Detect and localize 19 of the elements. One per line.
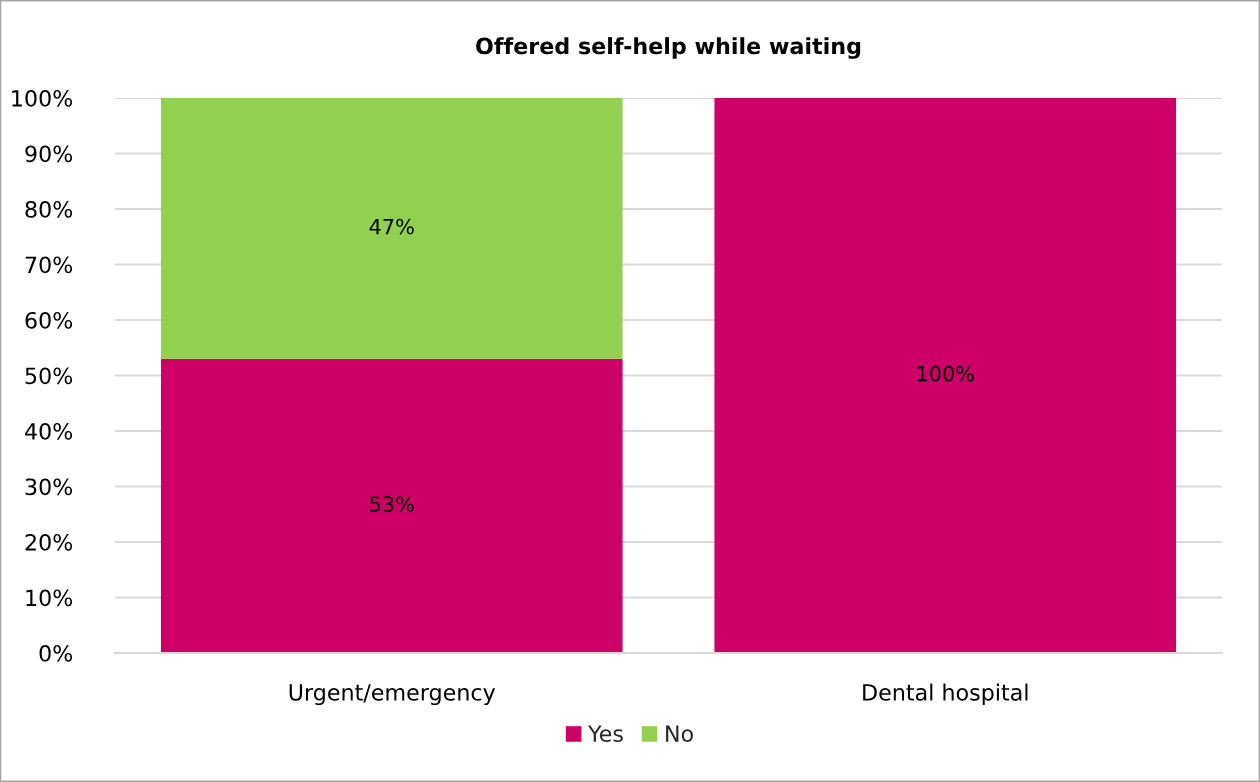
y-tick-label: 70% bbox=[25, 256, 73, 274]
y-tick-label: 60% bbox=[25, 311, 73, 329]
x-tick-label: Urgent/emergency bbox=[289, 684, 496, 706]
data-label: 100% bbox=[917, 365, 974, 382]
legend-label: No bbox=[666, 725, 693, 743]
y-tick-label: 100% bbox=[12, 89, 73, 107]
y-tick-label: 20% bbox=[25, 533, 73, 551]
y-tick-label: 10% bbox=[26, 589, 73, 607]
data-label: 53% bbox=[370, 496, 414, 512]
chart-title: Offered self-help while waiting bbox=[476, 37, 861, 59]
data-label: 47% bbox=[369, 218, 414, 235]
y-tick-label: 50% bbox=[25, 367, 73, 385]
x-tick-label: Dental hospital bbox=[863, 683, 1028, 706]
y-tick-label: 0% bbox=[39, 644, 73, 662]
y-tick-label: 90% bbox=[25, 145, 73, 163]
y-tick-label: 30% bbox=[25, 478, 73, 496]
y-tick-label: 40% bbox=[25, 422, 73, 440]
y-tick-label: 80% bbox=[25, 200, 73, 218]
legend-label: Yes bbox=[588, 725, 623, 743]
